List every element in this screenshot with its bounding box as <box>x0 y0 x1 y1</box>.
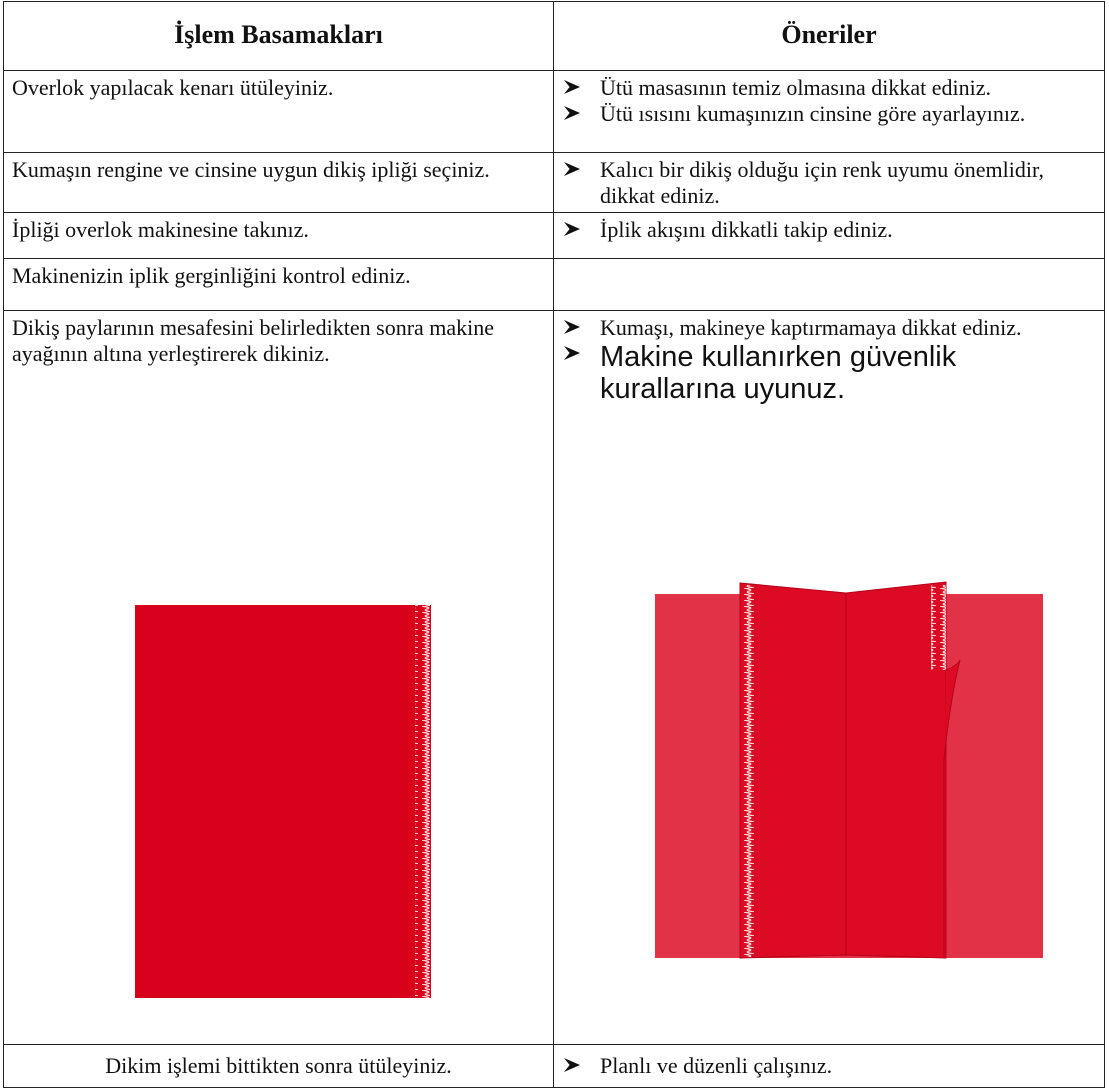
suggestion-text: Kumaşı, makineye kaptırmamaya dikkat edi… <box>600 315 1022 340</box>
suggestion-text: Ütü masasının temiz olmasına dikkat edin… <box>600 75 992 100</box>
header-cell: İşlem Basamakları <box>3 1 554 71</box>
suggestion-list: Kalıcı bir dikiş olduğu için renk uyumu … <box>562 157 1096 209</box>
header-text: Öneriler <box>781 20 877 49</box>
suggestion-text: Planlı ve düzenli çalışınız. <box>600 1053 833 1078</box>
suggestion-list: Ütü masasının temiz olmasına dikkat edin… <box>562 75 1096 127</box>
suggestion-list: Planlı ve düzenli çalışınız. <box>562 1053 1096 1079</box>
suggestion-item: Ütü ısısını kumaşınızın cinsine göre aya… <box>564 101 1096 127</box>
suggestion-list: Kumaşı, makineye kaptırmamaya dikkat edi… <box>562 315 1096 405</box>
bullet-arrow <box>564 106 580 120</box>
suggestion-text: Kalıcı bir dikiş olduğu için renk uyumu … <box>600 157 1044 208</box>
suggestion-cell: Planlı ve düzenli çalışınız. <box>553 1044 1105 1088</box>
suggestion-item: Makine kullanırken güvenlik kurallarına … <box>564 341 1096 405</box>
suggestion-cell: Ütü masasının temiz olmasına dikkat edin… <box>553 70 1105 153</box>
suggestion-item: Planlı ve düzenli çalışınız. <box>564 1053 1096 1079</box>
step-cell: Dikiş paylarının mesafesini belirledikte… <box>3 310 554 1045</box>
suggestion-cell: Kalıcı bir dikiş olduğu için renk uyumu … <box>553 152 1105 213</box>
step-cell: Makinenizin iplik gerginliğini kontrol e… <box>3 258 554 311</box>
suggestion-item: Kumaşı, makineye kaptırmamaya dikkat edi… <box>564 315 1096 341</box>
bullet-arrow <box>564 320 580 334</box>
bullet-arrow <box>564 222 580 236</box>
step-cell: Dikim işlemi bittikten sonra ütüleyiniz. <box>3 1044 554 1088</box>
step-text: Dikiş paylarının mesafesini belirledikte… <box>12 315 495 366</box>
bullet-arrow <box>564 80 580 94</box>
step-cell: Overlok yapılacak kenarı ütüleyiniz. <box>3 70 554 153</box>
suggestion-text: İplik akışını dikkatli takip ediniz. <box>600 217 893 242</box>
suggestion-cell <box>553 258 1105 311</box>
suggestion-text: Makine kullanırken güvenlik kurallarına … <box>600 341 957 405</box>
suggestion-item: İplik akışını dikkatli takip ediniz. <box>564 217 1096 243</box>
step-text: Kumaşın rengine ve cinsine uygun dikiş i… <box>12 157 490 182</box>
step-cell: İpliği overlok makinesine takınız. <box>3 212 554 259</box>
suggestion-item: Ütü masasının temiz olmasına dikkat edin… <box>564 75 1096 101</box>
suggestion-item: Kalıcı bir dikiş olduğu için renk uyumu … <box>564 157 1096 209</box>
bullet-arrow <box>564 346 580 360</box>
bullet-arrow <box>564 1058 580 1072</box>
step-text: Overlok yapılacak kenarı ütüleyiniz. <box>12 75 334 100</box>
header-text: İşlem Basamakları <box>174 20 383 49</box>
suggestion-list: İplik akışını dikkatli takip ediniz. <box>562 217 1096 243</box>
step-text: Makinenizin iplik gerginliğini kontrol e… <box>12 263 411 288</box>
step-cell: Kumaşın rengine ve cinsine uygun dikiş i… <box>3 152 554 213</box>
suggestion-cell: Kumaşı, makineye kaptırmamaya dikkat edi… <box>553 310 1105 1045</box>
suggestion-cell: İplik akışını dikkatli takip ediniz. <box>553 212 1105 259</box>
step-text: İpliği overlok makinesine takınız. <box>12 217 309 242</box>
header-cell: Öneriler <box>553 1 1105 71</box>
bullet-arrow <box>564 162 580 176</box>
step-text: Dikim işlemi bittikten sonra ütüleyiniz. <box>105 1053 452 1078</box>
suggestion-text: Ütü ısısını kumaşınızın cinsine göre aya… <box>600 101 1026 126</box>
